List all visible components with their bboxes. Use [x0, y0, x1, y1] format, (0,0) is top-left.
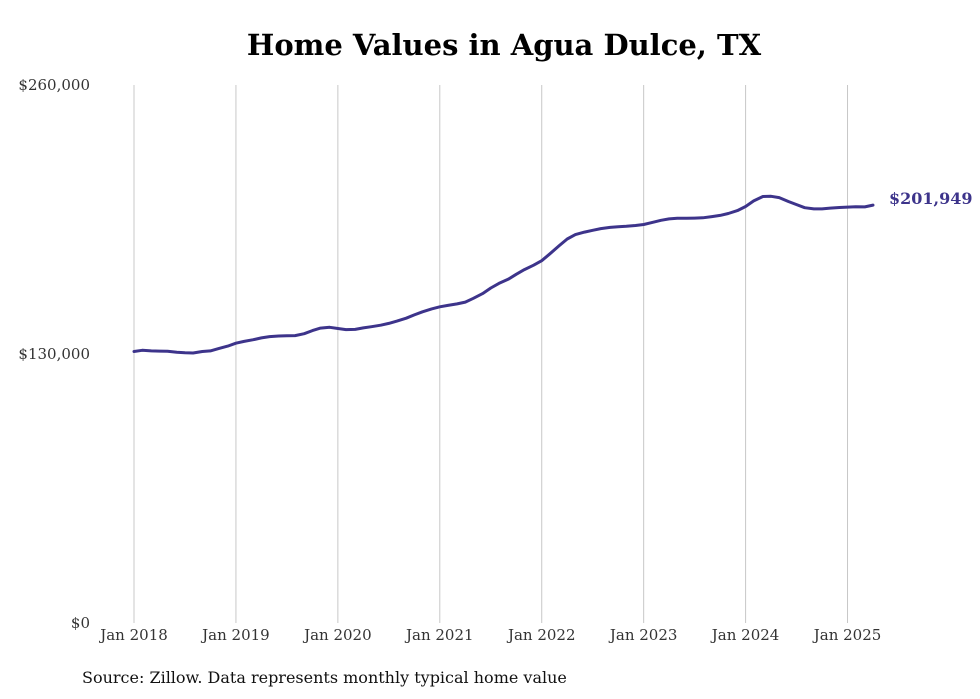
- x-tick-label: Jan 2025: [812, 626, 882, 644]
- end-value-label: $201,949: [889, 189, 973, 208]
- gridlines: [133, 85, 849, 623]
- series-line: [132, 194, 875, 355]
- x-tick-label: Jan 2021: [404, 626, 474, 644]
- chart-title: Home Values in Agua Dulce, TX: [246, 28, 762, 62]
- series-layer: $201,949: [132, 189, 973, 355]
- x-tick-label: Jan 2018: [98, 626, 168, 644]
- x-tick-label: Jan 2020: [302, 626, 372, 644]
- x-tick-label: Jan 2023: [608, 626, 678, 644]
- y-tick-label: $0: [71, 614, 90, 632]
- axis-labels: Jan 2018 Jan 2019 Jan 2020 Jan 2021 Jan 2022…: [18, 76, 881, 644]
- x-tick-label: Jan 2019: [200, 626, 270, 644]
- x-tick-label: Jan 2024: [710, 626, 780, 644]
- y-tick-label: $260,000: [18, 76, 90, 94]
- source-note: Source: Zillow. Data represents monthly …: [82, 668, 567, 687]
- y-tick-label: $130,000: [18, 345, 90, 363]
- x-tick-label: Jan 2022: [506, 626, 576, 644]
